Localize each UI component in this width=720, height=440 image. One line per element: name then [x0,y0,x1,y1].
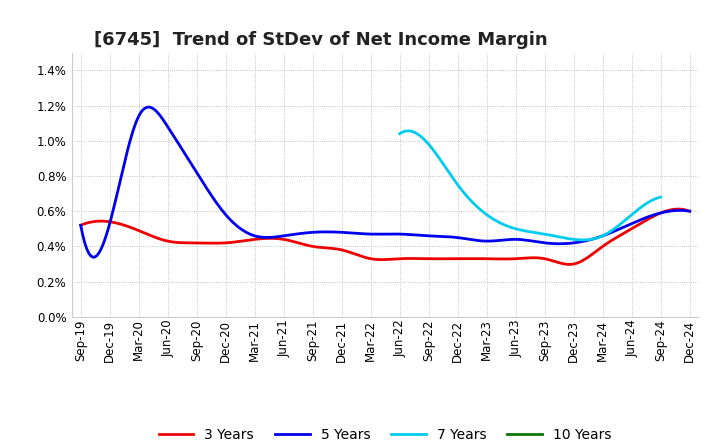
5 Years [441,234,449,239]
7 Years [634,207,642,212]
5 Years [632,219,641,224]
3 Years [78,222,87,227]
5 Years [443,234,451,239]
3 Years [673,206,682,212]
5 Years [143,104,152,110]
Line: 5 Years: 5 Years [81,107,690,257]
3 Years [565,262,574,267]
Line: 7 Years: 7 Years [400,131,661,240]
5 Years [453,235,462,240]
3 Years [449,256,458,261]
5 Years [76,223,85,228]
7 Years [657,194,665,200]
7 Years [617,220,626,226]
7 Years [579,237,588,242]
3 Years [631,224,639,230]
Text: [6745]  Trend of StDev of Net Income Margin: [6745] Trend of StDev of Net Income Marg… [94,31,547,49]
3 Years [76,223,85,228]
Line: 3 Years: 3 Years [81,209,690,264]
7 Years [552,234,560,239]
5 Years [594,235,603,240]
7 Years [395,131,404,136]
3 Years [685,209,694,214]
5 Years [89,255,97,260]
7 Years [404,128,413,133]
7 Years [396,131,405,136]
3 Years [592,249,600,254]
3 Years [437,256,446,261]
7 Years [556,235,564,240]
7 Years [551,234,559,239]
3 Years [439,256,448,261]
5 Years [685,209,694,214]
Legend: 3 Years, 5 Years, 7 Years, 10 Years: 3 Years, 5 Years, 7 Years, 10 Years [153,422,617,440]
5 Years [78,232,87,238]
